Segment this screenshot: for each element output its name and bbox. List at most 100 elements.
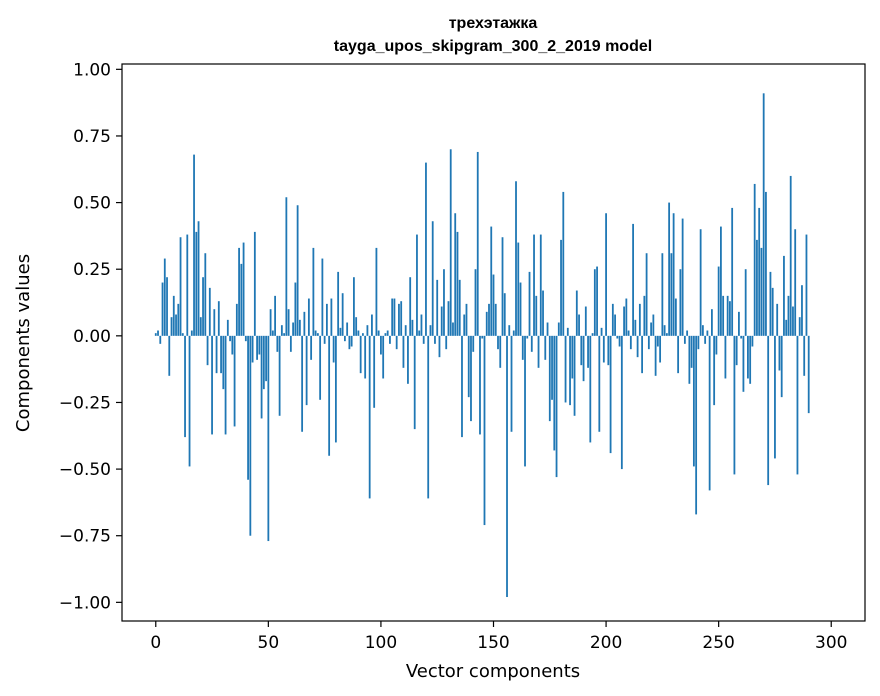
bar-172 bbox=[542, 290, 544, 336]
bar-109 bbox=[400, 301, 403, 336]
y-tick-label: 0.25 bbox=[73, 260, 111, 280]
bar-216 bbox=[641, 335, 643, 374]
bar-213 bbox=[634, 319, 637, 336]
bar-50 bbox=[267, 335, 270, 542]
bar-108 bbox=[398, 303, 400, 336]
bar-93 bbox=[364, 335, 367, 379]
bar-217 bbox=[643, 295, 646, 336]
bar-69 bbox=[310, 335, 313, 360]
bar-288 bbox=[803, 335, 806, 376]
bar-120 bbox=[425, 162, 427, 336]
bar-203 bbox=[611, 303, 614, 336]
bar-182 bbox=[564, 335, 567, 403]
bar-99 bbox=[377, 330, 380, 336]
bar-287 bbox=[801, 285, 803, 336]
bar-144 bbox=[479, 335, 481, 435]
bar-23 bbox=[206, 335, 209, 366]
bar-95 bbox=[368, 335, 371, 499]
bar-192 bbox=[587, 335, 589, 368]
bar-13 bbox=[184, 335, 186, 438]
bar-11 bbox=[179, 237, 182, 336]
bar-289 bbox=[805, 234, 808, 336]
bar-14 bbox=[186, 234, 189, 336]
bar-274 bbox=[771, 287, 774, 336]
bar-159 bbox=[512, 330, 515, 336]
bar-8 bbox=[172, 295, 175, 336]
bar-74 bbox=[321, 258, 324, 336]
bar-86 bbox=[348, 335, 351, 350]
bar-164 bbox=[524, 335, 526, 467]
bar-10 bbox=[177, 303, 180, 336]
y-tick-label: 0.50 bbox=[73, 194, 111, 214]
bar-18 bbox=[195, 231, 198, 336]
x-tick-label: 0 bbox=[150, 633, 161, 653]
bar-202 bbox=[609, 335, 612, 454]
bar-205 bbox=[616, 335, 619, 339]
bar-270 bbox=[762, 93, 765, 336]
bar-118 bbox=[420, 314, 423, 336]
bar-162 bbox=[519, 282, 522, 336]
bar-83 bbox=[341, 293, 344, 336]
bar-197 bbox=[598, 335, 601, 432]
bar-181 bbox=[562, 191, 565, 336]
bar-248 bbox=[713, 335, 716, 406]
bar-226 bbox=[663, 325, 666, 336]
bar-100 bbox=[380, 335, 382, 355]
bar-196 bbox=[596, 266, 598, 336]
bar-275 bbox=[774, 335, 776, 459]
bar-232 bbox=[677, 335, 680, 374]
bar-37 bbox=[238, 247, 240, 336]
bar-55 bbox=[278, 335, 281, 416]
bar-122 bbox=[429, 325, 432, 336]
y-tick-label: −1.00 bbox=[59, 593, 111, 613]
bar-39 bbox=[242, 242, 245, 336]
bar-244 bbox=[704, 335, 707, 344]
bar-107 bbox=[395, 335, 398, 350]
bar-46 bbox=[258, 335, 261, 355]
bar-245 bbox=[706, 330, 709, 336]
bar-290 bbox=[807, 335, 810, 414]
bar-66 bbox=[303, 311, 306, 336]
bar-223 bbox=[656, 335, 659, 347]
bar-220 bbox=[650, 322, 653, 336]
bar-190 bbox=[582, 335, 585, 382]
bar-63 bbox=[296, 205, 299, 336]
bar-35 bbox=[233, 335, 236, 427]
bar-161 bbox=[517, 242, 520, 336]
bar-31 bbox=[224, 335, 227, 435]
bar-28 bbox=[217, 301, 220, 336]
bar-257 bbox=[733, 335, 736, 475]
y-axis-ticks: 1.00 0.75 0.50 0.25 0.00 −0.25 −0.50 −0.75 −1.00 bbox=[59, 60, 122, 613]
bar-178 bbox=[555, 335, 558, 478]
bar-114 bbox=[411, 319, 414, 336]
bar-163 bbox=[521, 335, 524, 360]
bar-281 bbox=[787, 295, 790, 336]
bar-215 bbox=[638, 303, 641, 336]
bar-152 bbox=[497, 335, 499, 350]
bar-42 bbox=[249, 335, 252, 536]
bar-43 bbox=[251, 335, 254, 363]
bar-132 bbox=[452, 322, 454, 336]
bar-141 bbox=[472, 335, 475, 352]
bar-48 bbox=[262, 335, 265, 390]
bar-143 bbox=[476, 151, 479, 336]
bar-240 bbox=[695, 335, 698, 515]
bar-168 bbox=[533, 234, 535, 336]
bar-239 bbox=[692, 335, 695, 467]
y-axis-label: Components values bbox=[13, 254, 34, 432]
x-tick-label: 150 bbox=[477, 633, 509, 653]
bar-154 bbox=[501, 237, 504, 336]
bar-127 bbox=[440, 306, 443, 336]
bar-184 bbox=[569, 335, 571, 406]
bar-19 bbox=[197, 221, 200, 336]
bar-81 bbox=[337, 271, 340, 336]
bar-198 bbox=[600, 327, 603, 336]
bar-174 bbox=[546, 322, 549, 336]
bar-33 bbox=[229, 335, 231, 342]
bar-54 bbox=[276, 335, 279, 352]
bar-285 bbox=[796, 335, 799, 475]
bar-15 bbox=[188, 335, 191, 467]
bar-53 bbox=[274, 295, 276, 336]
bar-186 bbox=[573, 335, 576, 416]
bar-247 bbox=[711, 309, 713, 336]
